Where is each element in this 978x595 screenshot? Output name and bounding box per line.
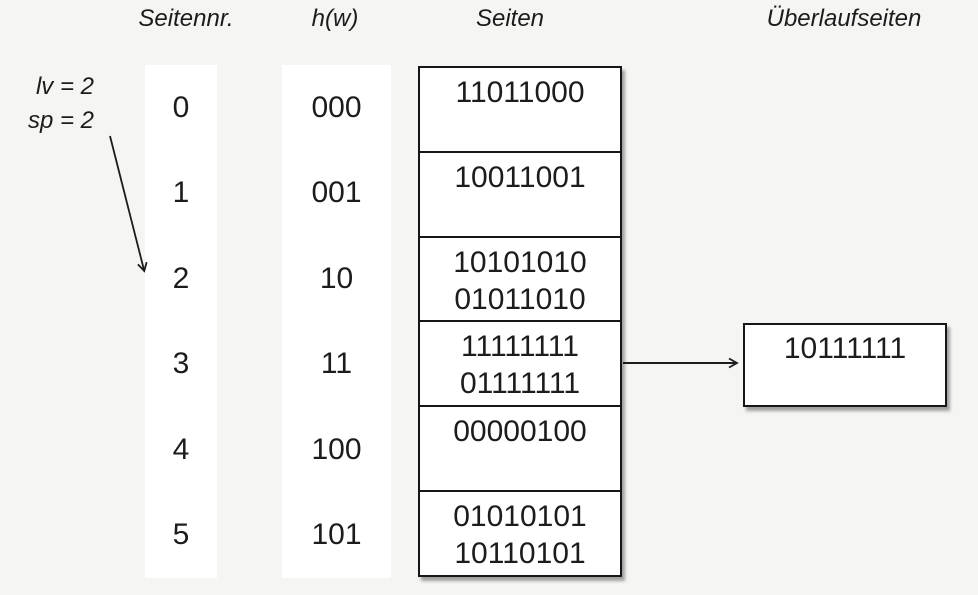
- page-cell-3: 11111111 01111111: [420, 322, 620, 408]
- record: 10011001: [454, 160, 586, 194]
- overflow-record: 10111111: [783, 332, 907, 365]
- page-cell-2: 10101010 01011010: [420, 238, 620, 323]
- hash-value-5: 101: [311, 518, 362, 552]
- level-splitpointer-annotation: lv = 2 sp = 2: [14, 70, 94, 138]
- page-cell-0: 11011000: [420, 68, 620, 153]
- record: 10110101: [454, 537, 586, 571]
- page-number-3: 3: [172, 347, 190, 381]
- record: 11111111: [461, 330, 579, 364]
- column-header-seiten: Seiten: [475, 5, 545, 32]
- hash-value-3: 11: [320, 347, 353, 381]
- record: 00000100: [453, 415, 587, 449]
- page-number-1: 1: [172, 176, 190, 210]
- record: 01111111: [459, 367, 581, 401]
- record: 11011000: [455, 76, 585, 109]
- level-value: lv = 2: [35, 73, 94, 100]
- record: 01010101: [453, 500, 587, 534]
- page-cell-5: 01010101 10110101: [420, 492, 620, 575]
- page-cell-1: 10011001: [420, 153, 620, 238]
- hash-value-0: 000: [311, 90, 362, 124]
- page-number-5: 5: [172, 518, 190, 552]
- page-number-0: 0: [172, 90, 190, 124]
- column-header-seitennr: Seitennr.: [138, 5, 234, 32]
- split-pointer-arrow: [109, 135, 148, 273]
- page-number-4: 4: [172, 432, 190, 466]
- hash-value-2: 10: [319, 261, 354, 295]
- hash-value-4: 100: [311, 432, 362, 466]
- hash-value-1: 001: [311, 176, 362, 210]
- record: 10101010: [453, 245, 587, 279]
- column-header-hw: h(w): [311, 5, 359, 32]
- page-cell-4: 00000100: [420, 407, 620, 493]
- record: 01011010: [454, 282, 586, 316]
- overflow-page-box: 10111111: [743, 323, 947, 407]
- page-number-column: 0 1 2 3 4 5: [145, 65, 217, 578]
- pages-table: 11011000 10011001 10101010 01011010 1111…: [418, 66, 622, 577]
- page-number-2: 2: [172, 261, 190, 295]
- column-header-ueberlaufseiten: Überlaufseiten: [766, 5, 922, 32]
- hash-value-column: 000 001 10 11 100 101: [282, 65, 391, 578]
- split-pointer-value: sp = 2: [27, 107, 94, 134]
